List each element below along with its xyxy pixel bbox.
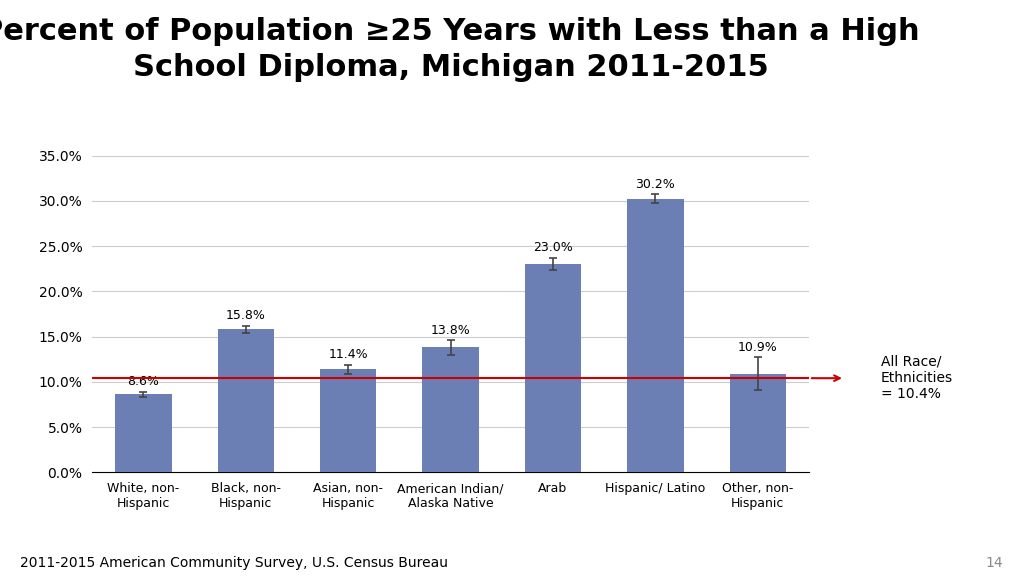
Text: 23.0%: 23.0% [534, 241, 572, 254]
Bar [319, 369, 377, 472]
Bar [217, 329, 273, 472]
Text: 15.8%: 15.8% [226, 309, 265, 322]
Text: Percent of Population ≥25 Years with Less than a High
School Diploma, Michigan 2: Percent of Population ≥25 Years with Les… [0, 17, 920, 82]
Text: 2011-2015 American Community Survey, U.S. Census Bureau: 2011-2015 American Community Survey, U.S… [20, 556, 449, 570]
Text: 14: 14 [986, 556, 1004, 570]
Bar [627, 199, 683, 472]
Text: 8.6%: 8.6% [127, 375, 160, 388]
Text: 11.4%: 11.4% [329, 348, 368, 361]
Text: 10.9%: 10.9% [738, 341, 777, 354]
Bar [729, 374, 785, 472]
Bar [115, 395, 171, 472]
Text: All Race/
Ethnicities
= 10.4%: All Race/ Ethnicities = 10.4% [881, 355, 952, 401]
Bar [422, 347, 479, 472]
Text: 30.2%: 30.2% [636, 178, 675, 191]
Bar [524, 264, 582, 472]
Text: 13.8%: 13.8% [431, 324, 470, 336]
